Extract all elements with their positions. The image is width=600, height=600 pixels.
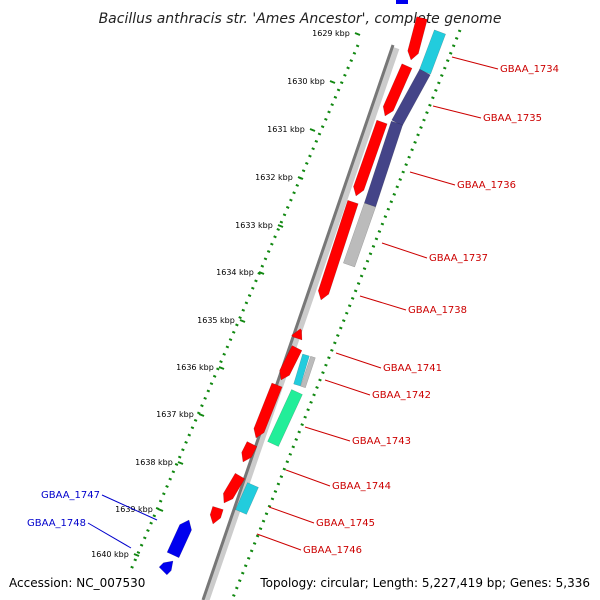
feature-green[interactable] <box>267 389 303 447</box>
leader-line <box>381 242 428 259</box>
tick-label: 1633 kbp <box>235 221 273 230</box>
genome-title: Bacillus anthracis str. 'Ames Ancestor',… <box>99 11 502 27</box>
forward-cds-arrow[interactable] <box>353 119 388 197</box>
gene-label-forward[interactable]: GBAA_1741 <box>383 363 442 374</box>
gene-label-forward[interactable]: GBAA_1743 <box>352 436 411 447</box>
leader-line <box>304 426 351 442</box>
tick-label: 1638 kbp <box>135 458 173 467</box>
label-leaders <box>87 56 499 551</box>
feature-navy[interactable] <box>363 120 404 208</box>
tick-mark <box>309 128 316 132</box>
tick-mark <box>258 271 265 275</box>
forward-cds-arrow[interactable] <box>253 382 283 439</box>
leader-line <box>285 469 331 487</box>
tick-mark <box>133 553 140 557</box>
tick-mark <box>297 176 304 180</box>
tick-mark <box>218 366 225 370</box>
leader-line <box>451 56 499 70</box>
forward-cds-arrow[interactable] <box>241 441 258 463</box>
gene-label-forward[interactable]: GBAA_1745 <box>316 518 375 529</box>
reverse-cds-arrow[interactable] <box>166 519 192 559</box>
gene-label-reverse[interactable]: GBAA_1747 <box>41 490 100 501</box>
leader-line <box>335 352 382 369</box>
gene-label-forward[interactable]: GBAA_1746 <box>303 545 362 556</box>
gene-features <box>158 16 446 576</box>
tick-label: 1640 kbp <box>91 550 129 559</box>
leader-line <box>256 533 302 551</box>
forward-cds-arrow[interactable] <box>291 328 303 341</box>
tick-label: 1631 kbp <box>267 125 305 134</box>
reverse-cds-arrow[interactable] <box>158 560 174 576</box>
tick-mark <box>277 224 284 228</box>
leader-line <box>268 506 315 524</box>
gene-label-forward[interactable]: GBAA_1742 <box>372 390 431 401</box>
forward-cds-arrow[interactable] <box>317 199 359 301</box>
gene-label-forward[interactable]: GBAA_1737 <box>429 253 488 264</box>
tick-label: 1632 kbp <box>255 173 293 182</box>
tick-label: 1634 kbp <box>216 268 254 277</box>
feature-grey[interactable] <box>343 202 376 268</box>
forward-cds-arrow[interactable] <box>279 345 303 381</box>
tick-mark <box>177 461 184 465</box>
gene-label-reverse[interactable]: GBAA_1748 <box>27 518 86 529</box>
rna-feature-cyan[interactable] <box>419 29 446 75</box>
reverse-gene-top-fragment[interactable] <box>396 0 408 4</box>
rna-feature-cyan[interactable] <box>293 353 310 387</box>
tick-label: 1636 kbp <box>176 363 214 372</box>
gene-label-forward[interactable]: GBAA_1735 <box>483 113 542 124</box>
rna-feature-cyan[interactable] <box>235 482 259 515</box>
leader-line <box>409 171 456 186</box>
tick-mark <box>239 319 246 323</box>
leader-line <box>324 379 371 396</box>
gene-label-forward[interactable]: GBAA_1734 <box>500 64 559 75</box>
forward-cds-arrow[interactable] <box>209 506 224 525</box>
tick-label: 1637 kbp <box>156 410 194 419</box>
gene-labels: GBAA_1734 GBAA_1735 GBAA_1736 GBAA_1737 GBAA… <box>27 64 559 556</box>
accession-text: Accession: NC_007530 <box>9 576 146 590</box>
gene-label-forward[interactable]: GBAA_1744 <box>332 481 391 492</box>
topology-text: Topology: circular; Length: 5,227,419 bp… <box>260 576 590 590</box>
leader-line <box>359 295 407 311</box>
tick-mark <box>329 80 336 84</box>
forward-cds-arrow[interactable] <box>382 63 413 117</box>
forward-cds-arrow[interactable] <box>223 472 246 504</box>
gene-label-forward[interactable]: GBAA_1738 <box>408 305 467 316</box>
tick-mark <box>198 413 205 417</box>
gene-label-forward[interactable]: GBAA_1736 <box>457 180 516 191</box>
tick-label: 1630 kbp <box>287 77 325 86</box>
forward-cds-arrow[interactable] <box>407 16 428 61</box>
tick-mark <box>354 32 361 36</box>
tick-mark <box>157 508 164 512</box>
feature-grey[interactable] <box>300 355 316 389</box>
leader-line <box>101 494 158 521</box>
tick-label: 1629 kbp <box>312 29 350 38</box>
genome-backbone <box>201 44 395 600</box>
tick-label: 1635 kbp <box>197 316 235 325</box>
leader-line <box>432 105 482 119</box>
leader-line <box>87 522 132 549</box>
